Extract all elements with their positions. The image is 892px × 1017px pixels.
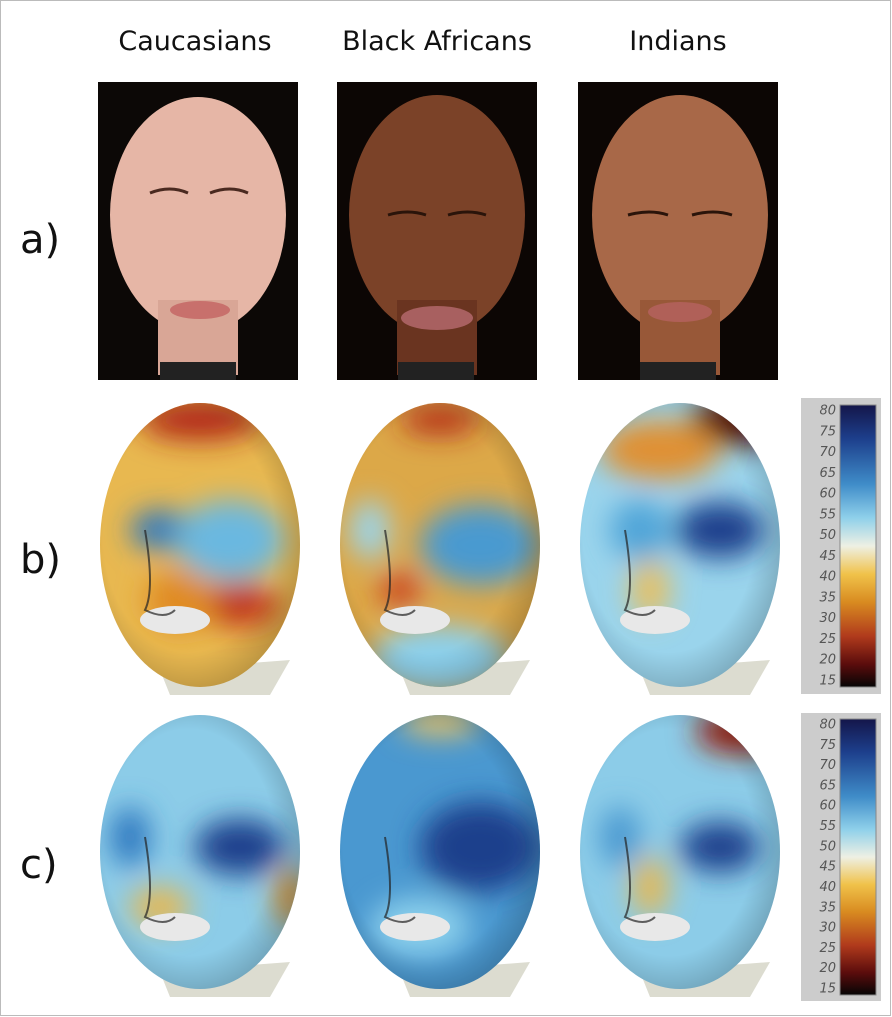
- row-label: c): [20, 842, 58, 888]
- tick-label: 30: [819, 921, 836, 936]
- tick-label: 15: [819, 982, 836, 997]
- tick-label: 40: [819, 880, 836, 895]
- tick-label: 55: [819, 507, 836, 522]
- shade: [330, 712, 550, 1002]
- heatmap-face: [570, 710, 790, 1002]
- tick-label: 25: [819, 941, 836, 956]
- tick-label: 70: [819, 758, 836, 773]
- shade: [330, 400, 550, 700]
- tick-label: 20: [819, 961, 836, 976]
- tick-label: 20: [819, 653, 836, 668]
- tick-label: 55: [819, 819, 836, 834]
- row-label: a): [20, 217, 60, 263]
- tick-label: 75: [819, 738, 836, 753]
- photo: [578, 82, 778, 380]
- tick-label: 50: [819, 839, 836, 854]
- column-header: Black Africans: [342, 26, 532, 57]
- tick-label: 35: [819, 900, 836, 915]
- tick-label: 40: [819, 570, 836, 585]
- tick-label: 70: [819, 445, 836, 460]
- tick-label: 65: [819, 466, 836, 481]
- shade: [90, 400, 310, 700]
- tick-label: 80: [819, 718, 836, 733]
- colorbar: [801, 713, 881, 1001]
- row-label: b): [20, 537, 61, 583]
- tick-label: 45: [819, 860, 836, 875]
- tick-label: 50: [819, 528, 836, 543]
- shade: [570, 712, 790, 1002]
- tick-label: 15: [819, 674, 836, 689]
- photo: [337, 82, 537, 380]
- tick-label: 80: [819, 404, 836, 419]
- heatmap-face: [90, 400, 310, 700]
- heatmap-face: [330, 400, 550, 700]
- colorbar: [801, 398, 881, 694]
- heatmap-face: [90, 712, 310, 1002]
- tick-label: 30: [819, 611, 836, 626]
- tick-label: 35: [819, 590, 836, 605]
- tick-label: 65: [819, 778, 836, 793]
- heatmap-face: [570, 395, 790, 700]
- tick-label: 45: [819, 549, 836, 564]
- shade: [570, 400, 790, 700]
- column-header: Caucasians: [118, 26, 271, 57]
- heatmap-face: [330, 708, 550, 1002]
- figure: Caucasians Black Africans Indians a) b) …: [0, 0, 892, 1017]
- heatmap-faces: [90, 395, 790, 1002]
- shade: [90, 712, 310, 1002]
- photo: [98, 82, 298, 380]
- tick-label: 75: [819, 424, 836, 439]
- tick-label: 60: [819, 487, 836, 502]
- tick-label: 25: [819, 632, 836, 647]
- tick-label: 60: [819, 799, 836, 814]
- column-header: Indians: [629, 26, 726, 57]
- colorbar-ticks: 80 75 70 65 60 55 50 45 40 35 30 25 20 15 80 75 70 65 60 55…: [819, 404, 836, 997]
